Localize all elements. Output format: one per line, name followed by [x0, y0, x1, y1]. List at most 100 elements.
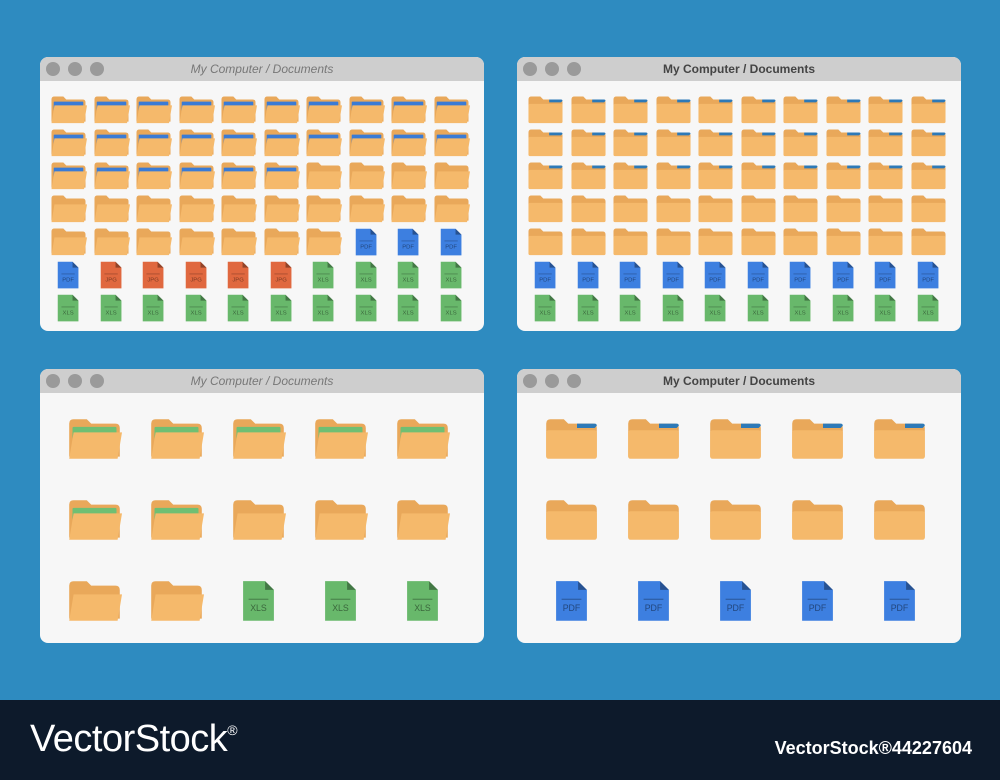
folder-icon[interactable] — [390, 194, 427, 224]
folder-icon[interactable] — [782, 95, 819, 125]
folder-icon[interactable] — [50, 194, 87, 224]
folder-icon[interactable] — [390, 161, 427, 191]
folder-icon[interactable] — [570, 95, 607, 125]
folder-icon[interactable] — [220, 95, 257, 125]
folder-icon[interactable] — [50, 161, 87, 191]
folder-icon[interactable] — [178, 194, 215, 224]
pdf-file-icon[interactable]: PDF — [355, 228, 377, 256]
xls-file-icon[interactable]: XLS — [270, 294, 292, 322]
xls-file-icon[interactable]: XLS — [534, 294, 556, 322]
folder-icon[interactable] — [790, 417, 845, 461]
folder-icon[interactable] — [220, 161, 257, 191]
folder-icon[interactable] — [825, 194, 862, 224]
folder-icon[interactable] — [740, 95, 777, 125]
folder-icon[interactable] — [655, 194, 692, 224]
xls-file-icon[interactable]: XLS — [100, 294, 122, 322]
folder-icon[interactable] — [655, 95, 692, 125]
folder-icon[interactable] — [135, 227, 172, 257]
folder-icon[interactable] — [263, 194, 300, 224]
folder-icon[interactable] — [433, 161, 470, 191]
folder-icon[interactable] — [697, 227, 734, 257]
xls-file-icon[interactable]: XLS — [227, 294, 249, 322]
folder-icon[interactable] — [93, 227, 130, 257]
close-dot-icon[interactable] — [46, 62, 60, 76]
folder-icon[interactable] — [825, 227, 862, 257]
folder-icon[interactable] — [178, 128, 215, 158]
folder-icon[interactable] — [50, 227, 87, 257]
xls-file-icon[interactable]: XLS — [312, 261, 334, 289]
maximize-dot-icon[interactable] — [567, 374, 581, 388]
folder-icon[interactable] — [135, 194, 172, 224]
folder-icon[interactable] — [50, 128, 87, 158]
folder-icon[interactable] — [655, 128, 692, 158]
folder-icon[interactable] — [782, 128, 819, 158]
folder-icon[interactable] — [612, 128, 649, 158]
folder-icon[interactable] — [570, 161, 607, 191]
folder-icon[interactable] — [149, 579, 204, 623]
folder-icon[interactable] — [825, 95, 862, 125]
xls-file-icon[interactable]: XLS — [832, 294, 854, 322]
xls-file-icon[interactable]: XLS — [185, 294, 207, 322]
folder-icon[interactable] — [263, 128, 300, 158]
folder-icon[interactable] — [872, 498, 927, 542]
pdf-file-icon[interactable]: PDF — [917, 261, 939, 289]
folder-icon[interactable] — [149, 417, 204, 461]
folder-icon[interactable] — [178, 161, 215, 191]
folder-icon[interactable] — [93, 194, 130, 224]
folder-icon[interactable] — [612, 95, 649, 125]
xls-file-icon[interactable]: XLS — [747, 294, 769, 322]
folder-icon[interactable] — [220, 194, 257, 224]
folder-icon[interactable] — [708, 417, 763, 461]
folder-icon[interactable] — [544, 498, 599, 542]
folder-icon[interactable] — [231, 498, 286, 542]
folder-icon[interactable] — [570, 194, 607, 224]
folder-icon[interactable] — [305, 161, 342, 191]
folder-icon[interactable] — [697, 161, 734, 191]
folder-icon[interactable] — [135, 128, 172, 158]
folder-icon[interactable] — [740, 128, 777, 158]
pdf-file-icon[interactable]: PDF — [619, 261, 641, 289]
xls-file-icon[interactable]: XLS — [704, 294, 726, 322]
folder-icon[interactable] — [433, 95, 470, 125]
folder-icon[interactable] — [178, 95, 215, 125]
pdf-file-icon[interactable]: PDF — [832, 261, 854, 289]
maximize-dot-icon[interactable] — [90, 62, 104, 76]
xls-file-icon[interactable]: XLS — [406, 580, 439, 622]
jpg-file-icon[interactable]: JPG — [270, 261, 292, 289]
folder-icon[interactable] — [740, 194, 777, 224]
folder-icon[interactable] — [626, 498, 681, 542]
folder-icon[interactable] — [782, 227, 819, 257]
jpg-file-icon[interactable]: JPG — [100, 261, 122, 289]
folder-icon[interactable] — [135, 95, 172, 125]
folder-icon[interactable] — [93, 161, 130, 191]
folder-icon[interactable] — [135, 161, 172, 191]
folder-icon[interactable] — [305, 128, 342, 158]
folder-icon[interactable] — [867, 227, 904, 257]
xls-file-icon[interactable]: XLS — [57, 294, 79, 322]
pdf-file-icon[interactable]: PDF — [704, 261, 726, 289]
folder-icon[interactable] — [626, 417, 681, 461]
folder-icon[interactable] — [178, 227, 215, 257]
jpg-file-icon[interactable]: JPG — [185, 261, 207, 289]
folder-icon[interactable] — [782, 161, 819, 191]
folder-icon[interactable] — [395, 498, 450, 542]
folder-icon[interactable] — [149, 498, 204, 542]
folder-icon[interactable] — [655, 161, 692, 191]
xls-file-icon[interactable]: XLS — [242, 580, 275, 622]
folder-icon[interactable] — [527, 194, 564, 224]
xls-file-icon[interactable]: XLS — [789, 294, 811, 322]
folder-icon[interactable] — [910, 128, 947, 158]
folder-icon[interactable] — [93, 128, 130, 158]
folder-icon[interactable] — [348, 194, 385, 224]
folder-icon[interactable] — [527, 227, 564, 257]
folder-icon[interactable] — [67, 417, 122, 461]
folder-icon[interactable] — [433, 128, 470, 158]
pdf-file-icon[interactable]: PDF — [577, 261, 599, 289]
folder-icon[interactable] — [782, 194, 819, 224]
folder-icon[interactable] — [305, 95, 342, 125]
minimize-dot-icon[interactable] — [545, 62, 559, 76]
folder-icon[interactable] — [305, 227, 342, 257]
folder-icon[interactable] — [697, 128, 734, 158]
folder-icon[interactable] — [570, 227, 607, 257]
xls-file-icon[interactable]: XLS — [142, 294, 164, 322]
